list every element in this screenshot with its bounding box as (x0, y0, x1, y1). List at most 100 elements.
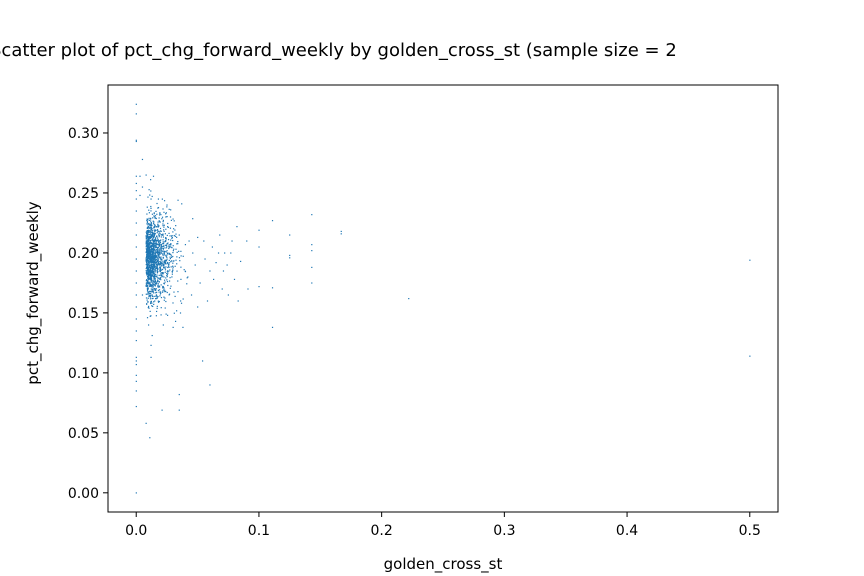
scatter-point (164, 307, 166, 309)
scatter-point (157, 300, 159, 302)
scatter-point (135, 182, 137, 185)
scatter-point (157, 289, 160, 291)
scatter-point (166, 234, 168, 237)
scatter-point (164, 254, 166, 256)
scatter-point (152, 268, 155, 270)
scatter-point (151, 276, 153, 278)
scatter-point (152, 245, 154, 247)
scatter-point (146, 250, 149, 252)
scatter-point (149, 283, 151, 285)
scatter-point (154, 217, 156, 219)
scatter-point (151, 265, 153, 267)
scatter-point (173, 312, 175, 314)
scatter-point (151, 228, 153, 231)
scatter-point (159, 258, 161, 260)
scatter-point (150, 263, 152, 265)
scatter-point (151, 275, 154, 277)
scatter-point (153, 247, 155, 249)
scatter-point (151, 246, 153, 248)
scatter-point (173, 291, 175, 293)
scatter-point (149, 310, 151, 312)
scatter-point (146, 251, 148, 254)
scatter-point (155, 243, 157, 246)
scatter-point (146, 232, 148, 235)
scatter-point (153, 246, 155, 248)
scatter-point (311, 266, 313, 269)
scatter-point (152, 253, 154, 255)
scatter-point (146, 289, 149, 291)
scatter-point (145, 248, 147, 250)
scatter-point (135, 198, 137, 200)
scatter-point (151, 253, 154, 256)
scatter-point (149, 239, 151, 241)
scatter-point (135, 175, 137, 177)
scatter-point (160, 247, 162, 249)
scatter-point (153, 236, 155, 238)
scatter-point (149, 236, 151, 239)
scatter-point (170, 254, 172, 256)
scatter-point (150, 226, 153, 228)
scatter-point (162, 241, 164, 243)
scatter-point (180, 278, 182, 280)
scatter-point (148, 242, 150, 244)
scatter-point (150, 302, 152, 305)
scatter-point (153, 258, 155, 261)
scatter-point (157, 230, 159, 232)
scatter-point (289, 254, 291, 257)
scatter-point (135, 270, 137, 272)
scatter-point (184, 244, 187, 246)
scatter-point (157, 225, 159, 227)
scatter-point (153, 221, 155, 223)
scatter-point (149, 256, 151, 258)
scatter-point (151, 286, 153, 288)
scatter-point (135, 234, 137, 236)
scatter-point (152, 231, 154, 234)
scatter-point (177, 240, 179, 243)
scatter-point (165, 228, 167, 230)
scatter-point (153, 244, 155, 246)
scatter-point (150, 288, 152, 290)
scatter-point (147, 231, 149, 233)
scatter-point (154, 261, 156, 263)
scatter-point (160, 236, 162, 238)
scatter-point (152, 274, 154, 276)
scatter-point (147, 305, 150, 308)
scatter-point (155, 266, 157, 268)
scatter-point (161, 274, 163, 277)
scatter-point (174, 265, 176, 267)
scatter-point (192, 218, 194, 220)
scatter-point (149, 284, 151, 286)
scatter-point (151, 266, 153, 268)
scatter-point (146, 226, 149, 229)
scatter-point (157, 260, 159, 262)
scatter-point (153, 235, 155, 237)
scatter-point (155, 262, 157, 264)
scatter-point (221, 288, 223, 290)
scatter-point (154, 233, 156, 235)
scatter-point (147, 265, 149, 267)
scatter-point (154, 273, 156, 276)
scatter-point (154, 250, 156, 252)
scatter-point (157, 250, 159, 253)
scatter-point (154, 285, 156, 287)
scatter-point (162, 243, 164, 245)
scatter-point (153, 252, 155, 254)
scatter-point (147, 248, 149, 250)
scatter-point (154, 266, 156, 268)
scatter-point (152, 235, 154, 237)
scatter-point (146, 301, 149, 303)
scatter-point (156, 226, 158, 228)
scatter-point (159, 286, 161, 288)
scatter-point (178, 393, 180, 396)
scatter-point (152, 237, 154, 239)
scatter-point (174, 229, 176, 231)
scatter-point (289, 234, 291, 236)
scatter-point (168, 262, 171, 264)
scatter-point (150, 274, 152, 276)
scatter-point (164, 289, 166, 291)
scatter-point (156, 243, 158, 245)
scatter-point (153, 260, 155, 262)
scatter-point (180, 302, 183, 304)
scatter-point (150, 242, 152, 244)
scatter-point (150, 229, 152, 231)
